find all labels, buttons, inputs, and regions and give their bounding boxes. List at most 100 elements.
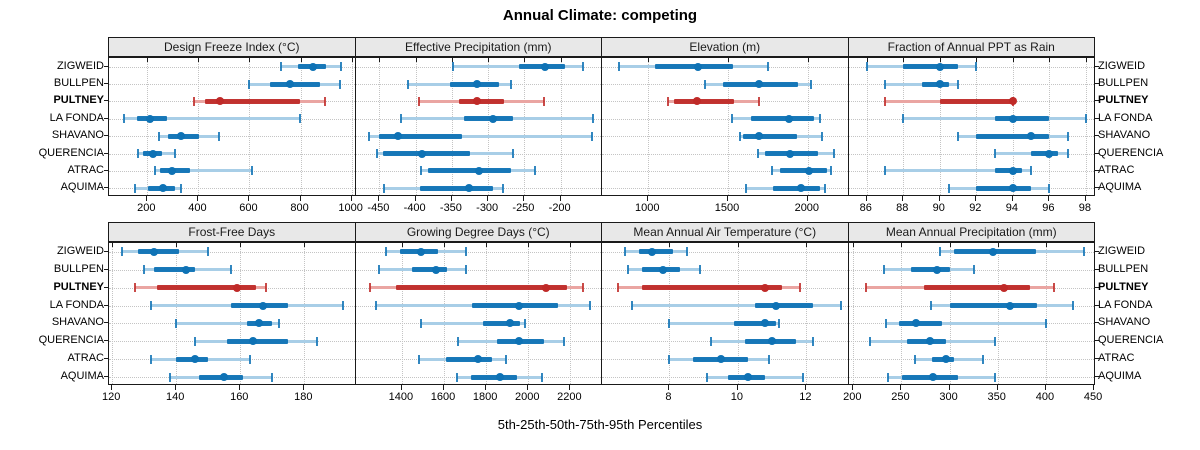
median-dot <box>693 62 702 71</box>
whisker-cap <box>168 372 171 382</box>
tick-top <box>443 243 445 247</box>
whisker-cap <box>563 336 566 346</box>
whisker-cap <box>668 354 671 364</box>
axis-tick <box>527 385 529 390</box>
iqr-segment-25-75 <box>463 116 513 122</box>
axis-tick <box>239 385 241 390</box>
axis-tick <box>806 196 808 201</box>
tick-top <box>853 243 855 247</box>
tick-top <box>1045 243 1047 247</box>
axis-tick <box>1084 196 1086 201</box>
axis-tick-label: 1000 <box>338 202 363 214</box>
whisker-cap <box>582 62 585 72</box>
tick-top <box>997 243 999 247</box>
side-tick <box>104 117 108 119</box>
whisker-cap <box>731 114 734 124</box>
site-label-right: AQUIMA <box>1098 181 1142 194</box>
gridline-vertical <box>176 243 178 384</box>
median-dot <box>1008 114 1017 123</box>
iqr-segment-25-75 <box>976 185 1032 191</box>
gridline-vertical <box>112 243 114 384</box>
axis-tick-label: 200 <box>843 391 862 403</box>
gridline-vertical <box>443 243 445 384</box>
axis-tick <box>485 385 487 390</box>
whisker-cap <box>369 283 372 293</box>
site-label-left: LA FONDA <box>49 298 104 311</box>
panel-strip-label: Mean Annual Air Temperature (°C) <box>633 225 817 239</box>
side-tick <box>1095 304 1099 306</box>
panel <box>354 57 602 196</box>
axis-tick <box>569 385 571 390</box>
median-dot <box>394 132 403 141</box>
axis-tick-label: 88 <box>896 202 909 214</box>
axis-tick-label: -450 <box>367 202 390 214</box>
median-dot <box>1008 184 1017 193</box>
side-tick <box>104 169 108 171</box>
whisker-cap <box>767 354 770 364</box>
panel-strip: Fraction of Annual PPT as Rain <box>847 37 1095 57</box>
whisker-cap <box>902 114 905 124</box>
iqr-segment-25-75 <box>153 267 196 273</box>
range-band-5-95 <box>176 321 279 325</box>
axis-tick-label: 120 <box>102 391 121 403</box>
median-dot <box>771 301 780 310</box>
whisker-cap <box>1052 283 1055 293</box>
site-label-right: PULTNEY <box>1098 94 1149 107</box>
median-dot <box>929 373 938 382</box>
whisker-cap <box>509 79 512 89</box>
axis-tick <box>1044 385 1046 390</box>
whisker-cap <box>839 301 842 311</box>
tick-top <box>728 58 730 62</box>
gridline-vertical <box>1094 243 1095 384</box>
median-dot <box>249 337 258 346</box>
median-dot <box>1008 97 1017 106</box>
axis-tick-label: 140 <box>166 391 185 403</box>
axis-tick <box>487 196 489 201</box>
median-dot <box>431 265 440 274</box>
axis-tick-label: 2000 <box>515 391 540 403</box>
iqr-segment-25-75 <box>446 356 493 362</box>
tick-top <box>300 58 302 62</box>
axis-tick-label: 98 <box>1078 202 1091 214</box>
median-dot <box>926 337 935 346</box>
iqr-segment-25-75 <box>227 338 289 344</box>
iqr-segment-25-75 <box>779 168 827 174</box>
gridline-horizontal <box>848 153 1094 155</box>
site-label-right: QUERENCIA <box>1098 146 1164 159</box>
axis-tick-label: 96 <box>1042 202 1055 214</box>
axis-tick-label: 300 <box>939 391 958 403</box>
panel <box>847 57 1095 196</box>
whisker-cap <box>1083 247 1086 257</box>
median-dot <box>935 62 944 71</box>
gridline-vertical <box>147 58 149 195</box>
whisker-cap <box>1066 131 1069 141</box>
whisker-cap <box>324 96 327 106</box>
site-label-left: QUERENCIA <box>38 334 104 347</box>
tick-top <box>806 243 808 247</box>
whisker-cap <box>340 62 343 72</box>
whisker-cap <box>455 372 458 382</box>
site-label-left: ZIGWEID <box>56 59 104 72</box>
site-label-left: ATRAC <box>67 163 104 176</box>
side-tick <box>1095 358 1099 360</box>
panel-strip: Mean Annual Air Temperature (°C) <box>601 222 849 242</box>
axis-tick-label: 2000 <box>794 202 820 214</box>
median-dot <box>473 80 482 89</box>
median-dot <box>177 132 186 141</box>
gridline-horizontal <box>602 136 848 138</box>
site-label-right: PULTNEY <box>1098 280 1149 293</box>
axis-tick <box>523 196 525 201</box>
axis-tick <box>948 385 950 390</box>
panel-strip: Mean Annual Precipitation (mm) <box>847 222 1095 242</box>
median-dot <box>215 97 224 106</box>
tick-top <box>737 243 739 247</box>
gridline-vertical <box>488 58 490 195</box>
median-dot <box>258 301 267 310</box>
median-dot <box>418 149 427 158</box>
whisker-cap <box>137 149 140 159</box>
whisker-cap <box>809 79 812 89</box>
side-tick <box>1095 250 1099 252</box>
panel <box>354 242 602 385</box>
whisker-cap <box>957 131 960 141</box>
whisker-cap <box>824 183 827 193</box>
